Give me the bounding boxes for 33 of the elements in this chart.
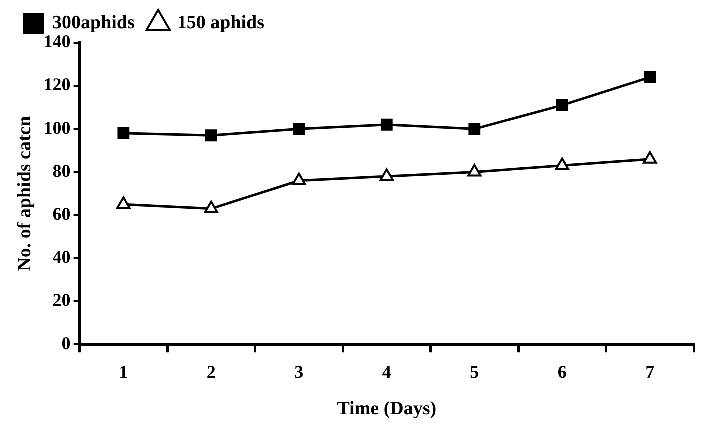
point	[380, 168, 394, 182]
y-tick-label: 80	[52, 160, 71, 181]
legend-label: 300aphids	[52, 12, 135, 34]
point	[556, 100, 568, 112]
point	[643, 151, 658, 164]
y-tick-label: 40	[52, 247, 71, 268]
y-tick-label: 100	[44, 118, 71, 138]
point	[292, 172, 306, 186]
x-tick-label: 6	[558, 362, 567, 382]
y-tick-label: 140	[44, 32, 71, 52]
y-axis-title: No. of aphids catcn	[14, 116, 36, 272]
point	[204, 200, 218, 214]
x-tick-label: 5	[470, 362, 480, 382]
point	[293, 123, 306, 136]
point	[468, 123, 481, 136]
point	[644, 72, 656, 84]
x-tick-label: 1	[119, 362, 128, 382]
point	[205, 130, 218, 142]
point	[116, 196, 131, 210]
x-axis-title: Time (Days)	[337, 398, 437, 420]
x-tick-label: 7	[646, 362, 655, 382]
y-tick-label: 120	[44, 74, 71, 95]
y-tick-label: 20	[52, 290, 71, 310]
x-tick-label: 3	[294, 362, 304, 382]
legend-label: 150 aphids	[177, 12, 264, 34]
point	[468, 164, 482, 177]
y-tick-label: 60	[52, 204, 71, 224]
point	[555, 158, 570, 170]
point	[380, 118, 393, 131]
point	[118, 128, 130, 140]
x-tick-label: 4	[382, 362, 392, 382]
x-tick-label: 2	[206, 362, 216, 382]
y-tick-label: 0	[62, 333, 71, 354]
